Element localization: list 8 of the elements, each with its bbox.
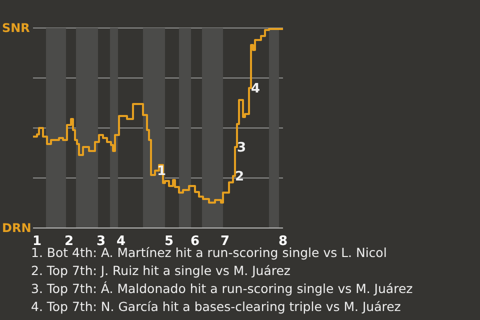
- text: 4. Top 7th: N. García hit a bases-clearing triple vs M. Juárez: [31, 298, 402, 316]
- text: 2. Top 7th: J. Ruiz hit a single vs M. Juárez: [31, 262, 292, 280]
- annotation: 4: [251, 82, 260, 97]
- text: SNR: [2, 20, 30, 36]
- text: DRN: [2, 220, 32, 236]
- annotation: 3: [237, 140, 246, 156]
- annotation: 2: [235, 170, 244, 185]
- text: 3. Top 7th: Á. Maldonado hit a run-scoring single vs M. Juárez: [31, 280, 413, 298]
